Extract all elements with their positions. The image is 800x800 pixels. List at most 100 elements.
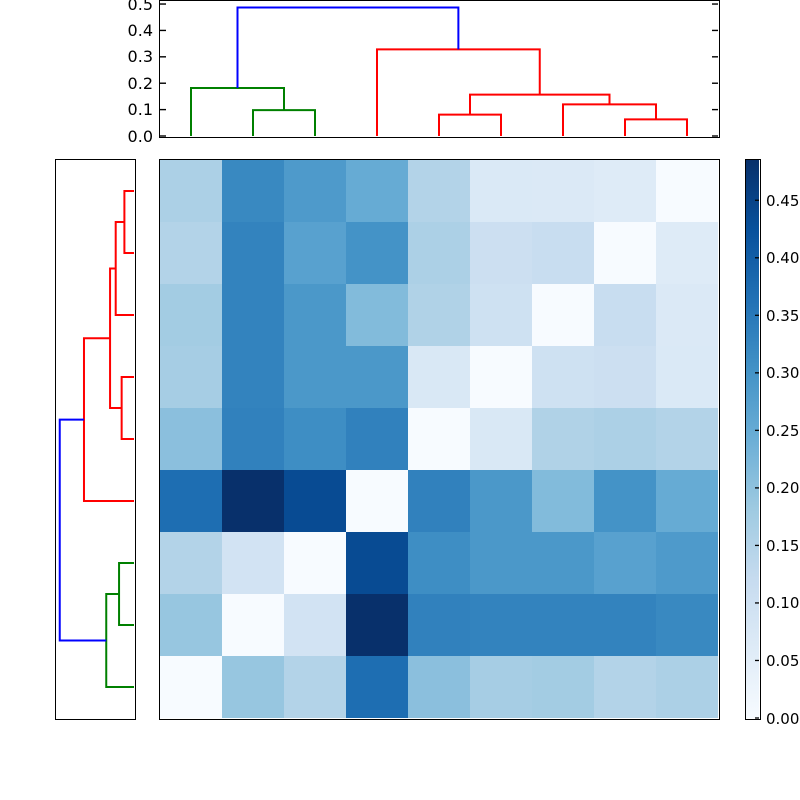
heatmap-cell <box>470 532 532 594</box>
heatmap-cell <box>222 532 284 594</box>
heatmap-cell <box>222 470 284 532</box>
heatmap-cell <box>594 594 656 656</box>
heatmap-cell <box>222 222 284 284</box>
heatmap-cell <box>160 160 222 222</box>
heatmap-cell <box>408 594 470 656</box>
heatmap-cell <box>594 470 656 532</box>
y-axis-tick-label: 0.3 <box>127 47 153 67</box>
heatmap-cell <box>470 346 532 408</box>
heatmap-cell <box>656 656 718 718</box>
heatmap-cell <box>532 656 594 718</box>
heatmap-cell <box>408 284 470 346</box>
y-axis-tick-label: 0.0 <box>127 126 153 146</box>
colorbar-tick-label: 0.05 <box>766 651 800 670</box>
heatmap-cell <box>594 346 656 408</box>
y-axis-tick-label: 0.5 <box>127 0 153 14</box>
heatmap-cell <box>594 408 656 470</box>
heatmap-cell <box>222 594 284 656</box>
heatmap-cell <box>346 594 408 656</box>
colorbar-tick-label: 0.00 <box>766 709 800 728</box>
heatmap-cell <box>346 284 408 346</box>
left-dendrogram-panel <box>55 159 136 720</box>
heatmap-cell <box>222 284 284 346</box>
heatmap-cell <box>160 346 222 408</box>
left-dendrogram <box>58 190 134 688</box>
heatmap-cell <box>284 346 346 408</box>
heatmap-cell <box>656 532 718 594</box>
heatmap-cell <box>284 408 346 470</box>
heatmap-cell <box>346 160 408 222</box>
heatmap-cell <box>408 160 470 222</box>
heatmap-cell <box>470 284 532 346</box>
heatmap-cell <box>532 532 594 594</box>
heatmap-cell <box>470 160 532 222</box>
heatmap-cell <box>222 408 284 470</box>
heatmap-cell <box>532 470 594 532</box>
heatmap-panel <box>159 159 720 720</box>
heatmap-cell <box>284 222 346 284</box>
heatmap-cell <box>594 656 656 718</box>
heatmap-cell <box>346 532 408 594</box>
colorbar-tick-label: 0.10 <box>766 594 800 613</box>
heatmap-cell <box>594 284 656 346</box>
heatmap-cell <box>532 160 594 222</box>
heatmap-cell <box>284 594 346 656</box>
heatmap-cell <box>594 222 656 284</box>
heatmap-cell <box>160 222 222 284</box>
heatmap-cell <box>284 656 346 718</box>
heatmap-cell <box>532 594 594 656</box>
heatmap-cell <box>346 222 408 284</box>
heatmap-cell <box>284 532 346 594</box>
heatmap-cell <box>532 346 594 408</box>
colorbar-tick-label: 0.40 <box>766 249 800 268</box>
heatmap-cell <box>470 222 532 284</box>
heatmap-cell <box>222 160 284 222</box>
heatmap-cell <box>408 532 470 594</box>
heatmap-cell <box>656 222 718 284</box>
heatmap-cell <box>470 656 532 718</box>
heatmap-cell <box>160 656 222 718</box>
heatmap-cell <box>656 346 718 408</box>
heatmap-cell <box>160 594 222 656</box>
heatmap-cell <box>656 408 718 470</box>
heatmap-cell <box>408 222 470 284</box>
heatmap-cell <box>284 160 346 222</box>
y-axis-tick-label: 0.4 <box>127 20 153 40</box>
heatmap-cell <box>408 656 470 718</box>
colorbar <box>745 159 761 720</box>
heatmap-cell <box>532 284 594 346</box>
heatmap-cell <box>470 470 532 532</box>
heatmap-cell <box>160 470 222 532</box>
heatmap-cell <box>284 470 346 532</box>
colorbar-tick-label: 0.35 <box>766 306 800 325</box>
heatmap-cell <box>346 656 408 718</box>
heatmap-cell <box>160 408 222 470</box>
heatmap-cell <box>408 408 470 470</box>
colorbar-tick-label: 0.25 <box>766 421 800 440</box>
heatmap-cell <box>408 470 470 532</box>
y-axis-tick-label: 0.1 <box>127 100 153 120</box>
heatmap-cell <box>408 346 470 408</box>
heatmap-cell <box>594 532 656 594</box>
heatmap-cell <box>594 160 656 222</box>
heatmap-cell <box>656 160 718 222</box>
heatmap-cell <box>532 408 594 470</box>
y-axis-tick-label: 0.2 <box>127 73 153 93</box>
heatmap-cell <box>346 408 408 470</box>
heatmap-cell <box>160 284 222 346</box>
heatmap-cell <box>222 656 284 718</box>
colorbar-tick-label: 0.30 <box>766 364 800 383</box>
heatmap-cell <box>284 284 346 346</box>
heatmap-cell <box>346 470 408 532</box>
colorbar-tick-label: 0.20 <box>766 479 800 498</box>
heatmap-cell <box>656 594 718 656</box>
heatmap-cell <box>160 532 222 594</box>
heatmap-cell <box>532 222 594 284</box>
heatmap-cell <box>346 346 408 408</box>
heatmap-cell <box>222 346 284 408</box>
colorbar-tick-label: 0.45 <box>766 191 800 210</box>
top-dendrogram-panel <box>159 0 720 138</box>
heatmap-cell <box>656 470 718 532</box>
colorbar-ticks <box>755 199 759 719</box>
